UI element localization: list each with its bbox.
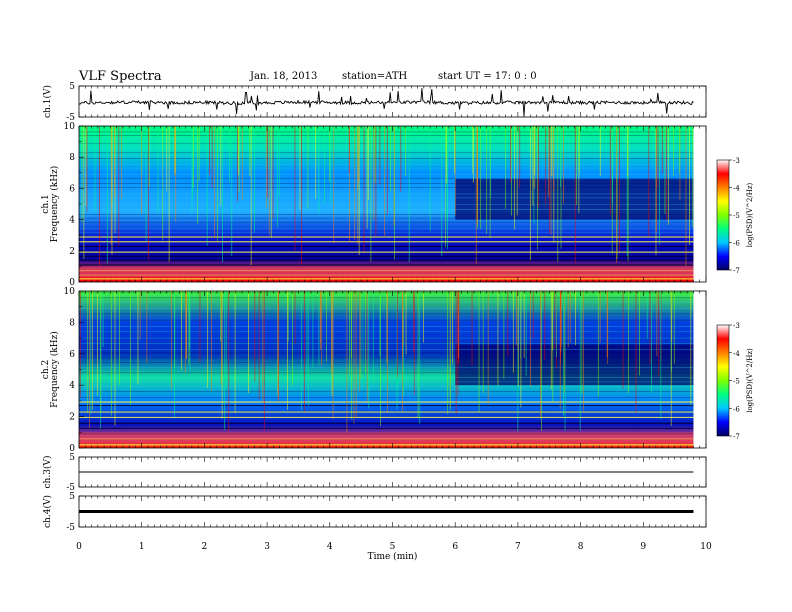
x-tick-label: 6 [452,542,458,552]
y-tick-label: 8 [69,318,75,328]
quiet-band [455,179,694,220]
x-axis-label: Time (min) [368,551,418,562]
spectrogram-1-image [79,126,694,282]
x-tick-label: 9 [640,542,646,552]
quiet-band [455,344,694,386]
x-tick-label: 8 [578,542,584,552]
y-tick-label: 0 [69,278,75,288]
y-axis-label: ch.1(V) [42,85,53,118]
station-label: station=ATH [342,71,408,82]
y-tick-label: 2 [69,413,75,423]
y-tick-label: -5 [66,113,75,123]
x-tick-label: 5 [390,542,396,552]
colorbar-label: log(PSD)(V^2/Hz) [746,182,754,247]
colorbar-tick-label: -5 [733,212,740,220]
spectrogram-2-image [79,291,694,448]
colorbar-tick-label: -4 [733,350,740,358]
y-tick-label: 0 [69,444,75,454]
colorbar-tick-label: -6 [733,240,740,248]
x-tick-label: 1 [139,542,145,552]
y-tick-label: 5 [69,453,75,463]
y-axis-label: ch.3(V) [42,456,53,489]
y-tick-label: -5 [66,483,75,493]
y-tick-label: 6 [69,184,75,194]
y-tick-label: 5 [69,492,75,502]
x-tick-label: 3 [264,542,270,552]
chart-title: VLF Spectra [79,69,162,84]
y-tick-label: 4 [69,216,75,226]
y-tick-label: 5 [69,82,75,92]
y-tick-label: 8 [69,153,75,163]
start-time-label: start UT = 17: 0 : 0 [438,71,537,82]
colorbar-tick-label: -7 [733,267,740,275]
colorbar-tick-label: -3 [733,157,740,165]
y-tick-label: 2 [69,247,75,257]
y-tick-label: -5 [66,523,75,533]
x-tick-label: 4 [327,542,333,552]
colorbar-tick-label: -3 [733,322,740,330]
colorbar-tick-label: -6 [733,405,740,413]
low-freq-band [79,432,694,444]
colorbar-2 [716,324,730,437]
x-tick-label: 10 [700,542,712,552]
colorbar-tick-label: -7 [733,433,740,441]
y-axis-label: ch.1 [41,194,51,213]
x-tick-label: 2 [202,542,208,552]
x-tick-label: 7 [515,542,521,552]
colorbar-1 [716,159,730,271]
y-tick-label: 4 [69,381,75,391]
y-axis-label: ch.4(V) [42,495,53,528]
y-tick-label: 10 [64,287,76,297]
y-axis-label: Frequency (kHz) [49,166,60,243]
x-tick-label: 0 [76,542,82,552]
colorbar-label: log(PSD)(V^2/Hz) [746,348,754,413]
y-axis-label: ch.2 [41,360,51,379]
date-label: Jan. 18, 2013 [250,71,318,82]
colorbar-tick-label: -4 [733,185,740,193]
low-freq-band [79,266,694,278]
y-tick-label: 10 [64,122,76,132]
y-tick-label: 6 [69,350,75,360]
colorbar-tick-label: -5 [733,378,740,386]
ch1-waveform-trace [78,88,694,117]
y-axis-label: Frequency (kHz) [49,331,60,408]
